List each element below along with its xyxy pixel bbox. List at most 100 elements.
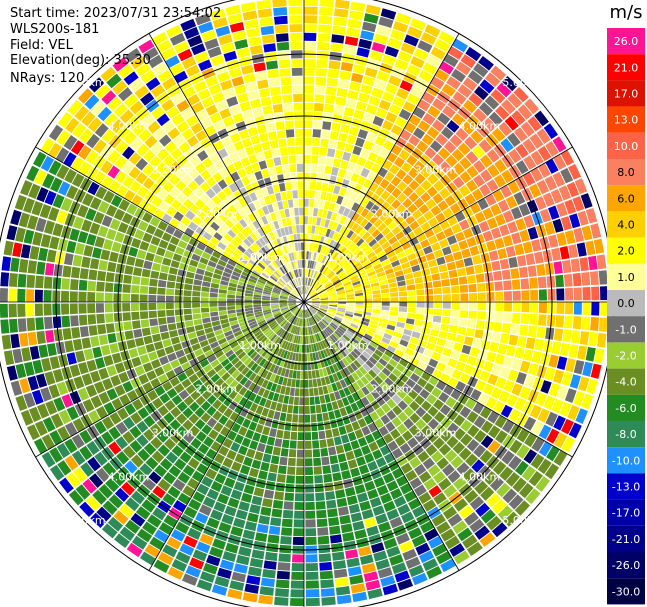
velocity-gate [330, 463, 340, 473]
velocity-gate [142, 521, 157, 536]
velocity-gate [313, 325, 318, 333]
velocity-gate [157, 287, 166, 295]
velocity-gate [561, 436, 575, 453]
velocity-gate [278, 339, 285, 348]
velocity-gate [431, 351, 442, 361]
velocity-gate [261, 225, 269, 235]
velocity-gate [279, 303, 288, 305]
velocity-gate [216, 333, 225, 341]
velocity-gate [304, 93, 314, 102]
velocity-gate [275, 33, 289, 43]
velocity-gate [70, 315, 79, 327]
velocity-gate [78, 145, 92, 160]
velocity-gate [244, 400, 253, 410]
velocity-gate [90, 512, 106, 528]
velocity-gate [15, 363, 27, 379]
velocity-gate [371, 143, 382, 155]
velocity-gate [249, 245, 258, 254]
velocity-gate [331, 34, 345, 44]
velocity-gate [163, 472, 177, 485]
velocity-gate [314, 475, 323, 484]
velocity-gate [259, 132, 269, 143]
velocity-gate [376, 250, 386, 259]
velocity-gate [283, 331, 289, 340]
velocity-gate [240, 229, 250, 238]
velocity-gate [367, 460, 378, 472]
velocity-gate [497, 248, 508, 260]
velocity-gate [287, 272, 293, 280]
velocity-gate [299, 388, 304, 397]
velocity-gate [194, 324, 204, 331]
velocity-gate [160, 458, 173, 471]
velocity-gate [131, 285, 140, 294]
velocity-gate [328, 324, 336, 332]
velocity-gate [285, 413, 293, 422]
velocity-gate [573, 227, 584, 243]
velocity-gate [306, 318, 310, 327]
velocity-gate [272, 288, 281, 293]
velocity-gate [310, 279, 314, 287]
velocity-gate [358, 546, 372, 557]
velocity-gate [346, 306, 355, 310]
velocity-gate [246, 235, 255, 245]
velocity-gate [188, 498, 202, 511]
velocity-gate [6, 365, 18, 381]
velocity-gate [174, 289, 183, 296]
velocity-gate [412, 209, 423, 220]
velocity-gate [261, 369, 269, 379]
velocity-gate [295, 269, 299, 278]
velocity-gate [328, 374, 335, 384]
velocity-gate [570, 258, 581, 273]
velocity-gate [346, 230, 354, 239]
velocity-gate [424, 24, 441, 38]
velocity-gate [436, 338, 446, 347]
velocity-gate [419, 550, 435, 564]
velocity-gate [158, 272, 168, 281]
velocity-gate [108, 426, 121, 440]
velocity-gate [304, 24, 317, 33]
velocity-gate [249, 557, 264, 568]
velocity-gate [290, 431, 298, 440]
velocity-gate [410, 85, 425, 98]
velocity-gate [135, 506, 151, 520]
velocity-gate [488, 425, 501, 439]
velocity-gate [260, 323, 268, 330]
velocity-gate [304, 155, 311, 164]
velocity-gate [403, 34, 419, 47]
velocity-gate [402, 548, 417, 561]
velocity-gate [400, 462, 413, 474]
velocity-gate [200, 302, 209, 308]
velocity-gate [231, 461, 242, 472]
velocity-gate [248, 421, 258, 431]
velocity-gate [253, 200, 262, 210]
velocity-gate [66, 352, 77, 365]
velocity-gate [379, 254, 388, 263]
velocity-gate [81, 219, 93, 232]
velocity-gate [204, 270, 214, 278]
velocity-gate [397, 344, 407, 353]
velocity-gate [274, 24, 289, 34]
velocity-gate [451, 285, 460, 294]
velocity-gate [318, 200, 325, 209]
velocity-gate [378, 521, 392, 533]
velocity-gate [344, 239, 353, 248]
velocity-gate [365, 382, 375, 393]
velocity-gate [150, 84, 166, 98]
velocity-gate [290, 325, 295, 334]
velocity-gate [66, 240, 77, 254]
velocity-gate [248, 320, 257, 327]
velocity-gate [556, 202, 568, 217]
velocity-gate [225, 4, 241, 16]
velocity-gate [420, 166, 432, 179]
velocity-gate [209, 546, 224, 558]
velocity-gate [278, 279, 285, 286]
velocity-gate [148, 294, 157, 302]
velocity-gate [264, 314, 273, 320]
velocity-gate [294, 308, 300, 316]
velocity-gate [357, 129, 369, 140]
velocity-gate [317, 342, 323, 351]
velocity-gate [74, 105, 90, 122]
velocity-gate [74, 242, 85, 255]
velocity-gate [304, 76, 315, 85]
velocity-gate [148, 471, 162, 484]
